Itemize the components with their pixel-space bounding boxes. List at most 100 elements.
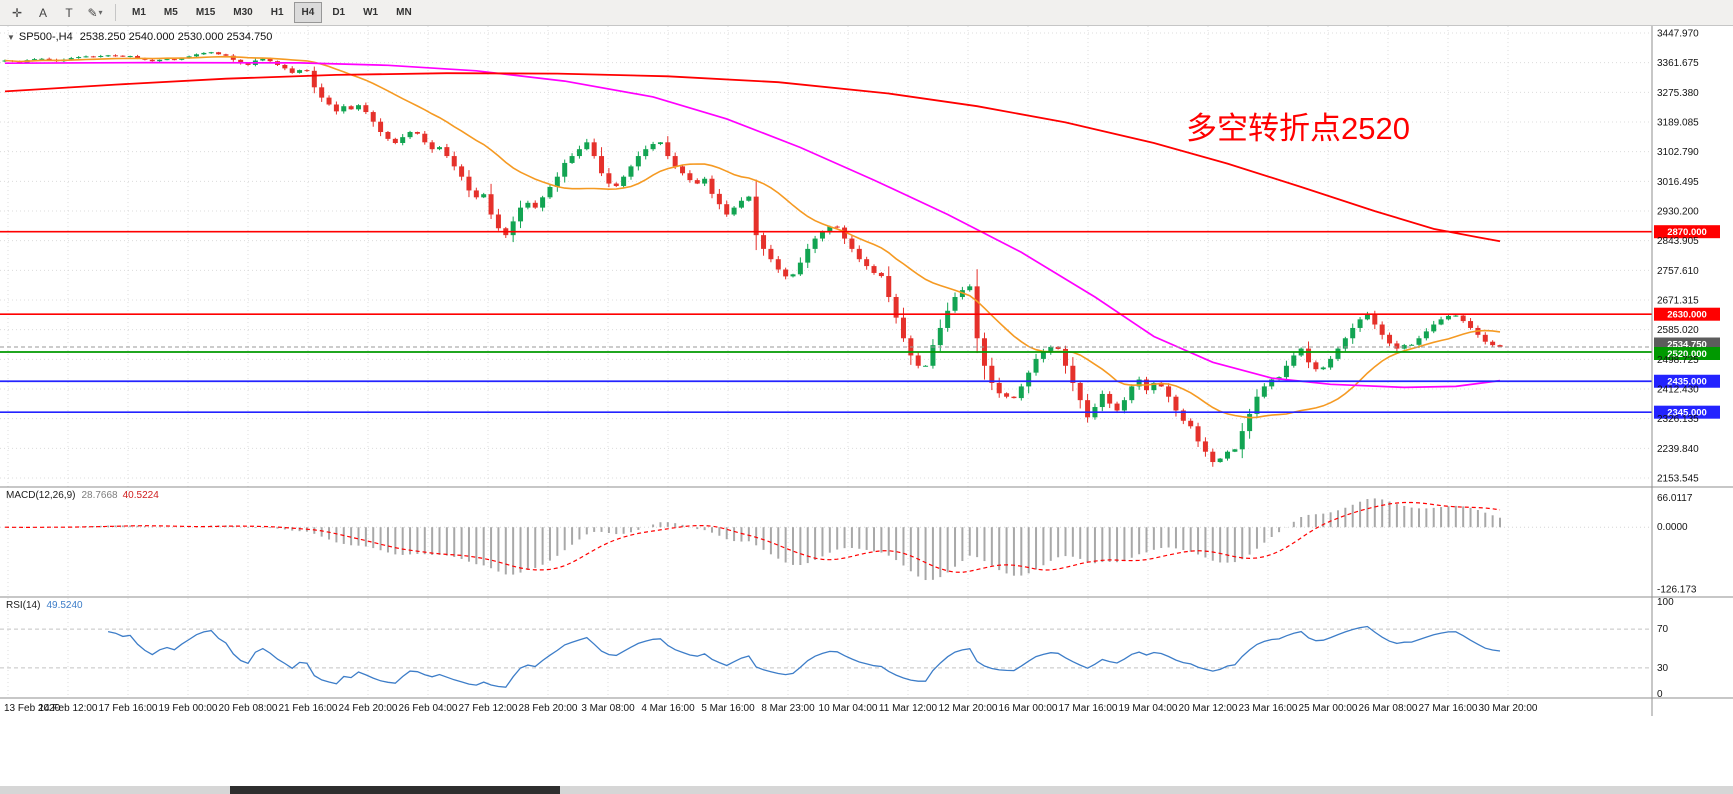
chart-title: ▼ SP500-,H4 2538.250 2540.000 2530.000 253… (7, 31, 272, 43)
macd-signal-line (4, 501, 1501, 573)
svg-text:2153.545: 2153.545 (1657, 474, 1699, 485)
svg-text:27 Feb 12:00: 27 Feb 12:00 (459, 703, 518, 714)
svg-text:30 Mar 20:00: 30 Mar 20:00 (1479, 703, 1538, 714)
svg-text:28 Feb 20:00: 28 Feb 20:00 (519, 703, 578, 714)
svg-text:0: 0 (1657, 689, 1663, 700)
svg-text:13 Feb 2020: 13 Feb 2020 (4, 703, 61, 714)
svg-text:30: 30 (1657, 663, 1669, 674)
svg-text:26 Feb 04:00: 26 Feb 04:00 (399, 703, 458, 714)
draw-pencil-icon[interactable]: ✎ ▾ (83, 2, 107, 24)
svg-text:21 Feb 16:00: 21 Feb 16:00 (279, 703, 338, 714)
svg-text:0.0000: 0.0000 (1657, 522, 1688, 533)
rsi-line (107, 625, 1501, 688)
svg-text:2534.750: 2534.750 (1667, 340, 1707, 351)
ohlc-values: 2538.250 2540.000 2530.000 2534.750 (79, 31, 273, 43)
timeframe-m1-button[interactable]: M1 (132, 7, 146, 18)
scrollbar-thumb[interactable] (230, 786, 560, 794)
svg-text:17 Feb 16:00: 17 Feb 16:00 (99, 703, 158, 714)
text-t-icon[interactable]: T (57, 2, 81, 24)
horizontal-level-lines[interactable]: 2534.750 2870.000 2630.000 2520.000 2435.000… (0, 225, 1720, 419)
timeframe-w1-button[interactable]: W1 (363, 7, 379, 18)
macd-name: MACD(12,26,9) (6, 490, 76, 501)
macd-indicator-label: MACD(12,26,9) 28.7668 40.5224 (6, 490, 159, 501)
svg-text:3275.380: 3275.380 (1657, 88, 1699, 99)
toolbar-separator (115, 4, 116, 21)
symbol-dropdown-icon[interactable]: ▼ (7, 33, 15, 42)
timeframe-h1-button[interactable]: H1 (270, 7, 284, 18)
svg-text:2239.840: 2239.840 (1657, 444, 1699, 455)
svg-text:19 Mar 04:00: 19 Mar 04:00 (1119, 703, 1178, 714)
svg-text:2671.315: 2671.315 (1657, 296, 1699, 307)
svg-text:3016.495: 3016.495 (1657, 177, 1699, 188)
svg-text:2345.000: 2345.000 (1667, 408, 1707, 419)
svg-text:11 Mar 12:00: 11 Mar 12:00 (879, 703, 938, 714)
svg-text:3189.085: 3189.085 (1657, 118, 1699, 129)
svg-text:2326.135: 2326.135 (1657, 414, 1699, 425)
timeframe-m15-button[interactable]: M15 (195, 7, 216, 18)
svg-text:27 Mar 16:00: 27 Mar 16:00 (1419, 703, 1478, 714)
text-a-icon[interactable]: A (31, 2, 55, 24)
svg-text:14 Feb 12:00: 14 Feb 12:00 (39, 703, 98, 714)
macd-pane (0, 498, 1652, 581)
crosshair-icon[interactable]: ✛ (5, 2, 29, 24)
timeframe-mn-button[interactable]: MN (396, 7, 412, 18)
rsi-pane (0, 625, 1652, 688)
price-axis[interactable]: 3447.970 3361.675 3275.380 3189.085 3102.790… (1657, 29, 1699, 701)
rsi-name: RSI(14) (6, 600, 41, 611)
text-a-glyph: A (38, 5, 47, 20)
svg-text:19 Feb 00:00: 19 Feb 00:00 (159, 703, 218, 714)
text-t-glyph: T (65, 5, 73, 20)
svg-text:4 Mar 16:00: 4 Mar 16:00 (641, 703, 695, 714)
svg-text:20 Mar 12:00: 20 Mar 12:00 (1179, 703, 1238, 714)
svg-text:2930.200: 2930.200 (1657, 207, 1699, 218)
svg-text:23 Mar 16:00: 23 Mar 16:00 (1239, 703, 1298, 714)
chevron-down-icon: ▾ (98, 8, 103, 17)
svg-text:25 Mar 00:00: 25 Mar 00:00 (1299, 703, 1358, 714)
svg-text:26 Mar 08:00: 26 Mar 08:00 (1359, 703, 1418, 714)
svg-text:2843.905: 2843.905 (1657, 236, 1699, 247)
svg-text:2630.000: 2630.000 (1667, 310, 1707, 321)
svg-text:-126.173: -126.173 (1657, 584, 1697, 595)
svg-text:2757.610: 2757.610 (1657, 266, 1699, 277)
price-annotation-text: 多空转折点2520 (1186, 111, 1410, 146)
svg-text:3361.675: 3361.675 (1657, 58, 1699, 69)
svg-text:3447.970: 3447.970 (1657, 29, 1699, 40)
svg-text:66.0117: 66.0117 (1657, 493, 1693, 504)
ma-slow-line (4, 72, 1501, 243)
svg-text:3 Mar 08:00: 3 Mar 08:00 (581, 703, 635, 714)
macd-main-value: 28.7668 (81, 490, 118, 501)
timeframe-d1-button[interactable]: D1 (332, 7, 346, 18)
timeframe-h4-button[interactable]: H4 (293, 2, 323, 23)
svg-text:16 Mar 00:00: 16 Mar 00:00 (999, 703, 1058, 714)
svg-text:8 Mar 23:00: 8 Mar 23:00 (761, 703, 815, 714)
draw-pencil-glyph: ✎ (87, 5, 98, 20)
svg-text:2412.430: 2412.430 (1657, 385, 1699, 396)
svg-text:24 Feb 20:00: 24 Feb 20:00 (339, 703, 398, 714)
pane-separators (0, 26, 1733, 716)
svg-text:2520.000: 2520.000 (1667, 349, 1707, 360)
svg-text:5 Mar 16:00: 5 Mar 16:00 (701, 703, 755, 714)
svg-text:70: 70 (1657, 624, 1669, 635)
top-toolbar: ✛ A T ✎ ▾ M1 M5 M15 M30 H1 H4 D1 W1 MN (0, 0, 1733, 26)
macd-signal-value: 40.5224 (122, 490, 159, 501)
horizontal-scrollbar[interactable] (0, 786, 1733, 794)
symbol-name: SP500-,H4 (18, 31, 73, 43)
svg-text:100: 100 (1657, 597, 1674, 608)
svg-text:12 Mar 20:00: 12 Mar 20:00 (939, 703, 998, 714)
timeframe-m30-button[interactable]: M30 (233, 7, 253, 18)
svg-text:10 Mar 04:00: 10 Mar 04:00 (819, 703, 878, 714)
svg-text:17 Mar 16:00: 17 Mar 16:00 (1059, 703, 1118, 714)
svg-text:3102.790: 3102.790 (1657, 147, 1699, 158)
svg-text:2870.000: 2870.000 (1667, 227, 1707, 238)
rsi-value: 49.5240 (46, 600, 83, 611)
svg-text:2498.725: 2498.725 (1657, 355, 1699, 366)
crosshair-glyph: ✛ (11, 5, 23, 20)
timeframe-m5-button[interactable]: M5 (163, 7, 178, 18)
rsi-indicator-label: RSI(14) 49.5240 (6, 600, 83, 611)
moving-averages (4, 55, 1501, 419)
svg-text:20 Feb 08:00: 20 Feb 08:00 (219, 703, 278, 714)
svg-text:2585.020: 2585.020 (1657, 325, 1699, 336)
ma-fast-line (4, 55, 1501, 419)
